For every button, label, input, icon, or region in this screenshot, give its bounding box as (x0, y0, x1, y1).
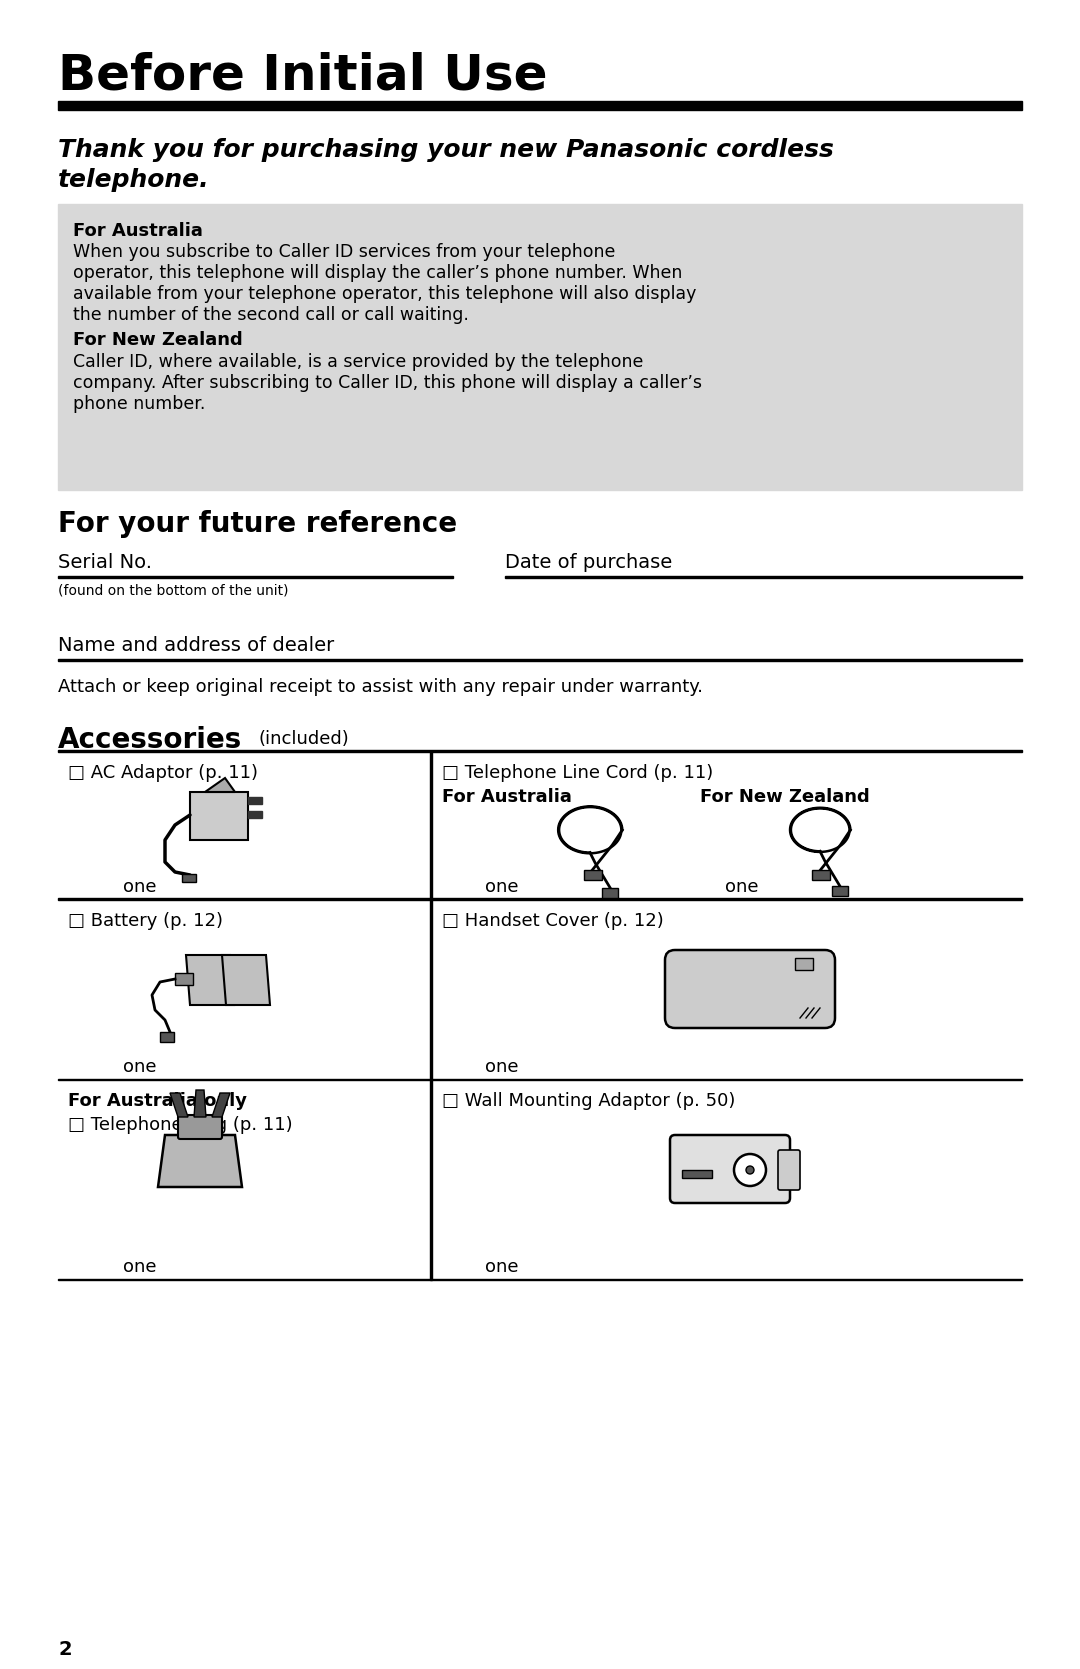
Text: Name and address of dealer: Name and address of dealer (58, 636, 334, 654)
Text: Accessories: Accessories (58, 726, 242, 754)
Circle shape (734, 1153, 766, 1187)
Bar (681, 1170, 712, 1178)
Text: one: one (485, 1058, 518, 1077)
Text: Serial No.: Serial No. (58, 552, 152, 572)
Bar (183, 875, 195, 881)
Text: □ Telephone Line Cord (p. 11): □ Telephone Line Cord (p. 11) (442, 764, 713, 783)
Bar (584, 870, 603, 880)
Text: For New Zealand: For New Zealand (700, 788, 869, 806)
Bar (175, 973, 193, 985)
Text: For your future reference: For your future reference (58, 511, 457, 537)
Text: (found on the bottom of the unit): (found on the bottom of the unit) (58, 582, 288, 598)
Polygon shape (205, 778, 235, 793)
Bar (160, 1031, 174, 1041)
Bar (58, 204, 1022, 491)
Text: □ Handset Cover (p. 12): □ Handset Cover (p. 12) (442, 911, 664, 930)
Polygon shape (194, 1090, 206, 1117)
Text: operator, this telephone will display the caller’s phone number. When: operator, this telephone will display th… (73, 264, 683, 282)
Text: □ Wall Mounting Adaptor (p. 50): □ Wall Mounting Adaptor (p. 50) (442, 1092, 735, 1110)
Text: □ AC Adaptor (p. 11): □ AC Adaptor (p. 11) (68, 764, 258, 783)
Bar (812, 870, 831, 880)
Text: one: one (485, 878, 518, 896)
Text: telephone.: telephone. (58, 169, 210, 192)
Text: Before Initial Use: Before Initial Use (58, 52, 548, 100)
Bar (602, 888, 618, 898)
Text: the number of the second call or call waiting.: the number of the second call or call wa… (73, 305, 469, 324)
Bar (58, 102, 1022, 110)
Polygon shape (170, 1093, 188, 1117)
Text: (included): (included) (258, 729, 349, 748)
Text: When you subscribe to Caller ID services from your telephone: When you subscribe to Caller ID services… (73, 244, 616, 260)
Text: For Australia: For Australia (442, 788, 572, 806)
Bar (430, 753, 432, 1280)
Bar (795, 958, 813, 970)
Text: one: one (725, 878, 758, 896)
Polygon shape (158, 1135, 242, 1187)
Text: Attach or keep original receipt to assist with any repair under warranty.: Attach or keep original receipt to assis… (58, 678, 703, 696)
Text: For Australia: For Australia (73, 222, 203, 240)
FancyBboxPatch shape (665, 950, 835, 1028)
Text: phone number.: phone number. (73, 396, 205, 412)
FancyBboxPatch shape (778, 1150, 800, 1190)
Text: For New Zealand: For New Zealand (73, 330, 243, 349)
FancyBboxPatch shape (178, 1115, 222, 1138)
Text: Thank you for purchasing your new Panasonic cordless: Thank you for purchasing your new Panaso… (58, 139, 834, 162)
Text: □ Battery (p. 12): □ Battery (p. 12) (68, 911, 222, 930)
Text: one: one (485, 1258, 518, 1277)
Polygon shape (222, 955, 270, 1005)
Text: available from your telephone operator, this telephone will also display: available from your telephone operator, … (73, 285, 697, 304)
Polygon shape (186, 955, 234, 1005)
Text: □ Telephone Plug (p. 11): □ Telephone Plug (p. 11) (68, 1117, 293, 1133)
Text: company. After subscribing to Caller ID, this phone will display a caller’s: company. After subscribing to Caller ID,… (73, 374, 702, 392)
Text: For Australia only: For Australia only (68, 1092, 247, 1110)
Circle shape (746, 1167, 754, 1173)
Bar (248, 811, 262, 818)
Bar (832, 886, 848, 896)
Text: Date of purchase: Date of purchase (505, 552, 672, 572)
Text: Caller ID, where available, is a service provided by the telephone: Caller ID, where available, is a service… (73, 354, 644, 371)
Text: one: one (123, 878, 157, 896)
Text: 2: 2 (58, 1641, 71, 1659)
Text: one: one (123, 1058, 157, 1077)
FancyBboxPatch shape (670, 1135, 789, 1203)
Polygon shape (212, 1093, 230, 1117)
Bar (248, 798, 262, 804)
Text: one: one (123, 1258, 157, 1277)
Polygon shape (190, 793, 248, 840)
